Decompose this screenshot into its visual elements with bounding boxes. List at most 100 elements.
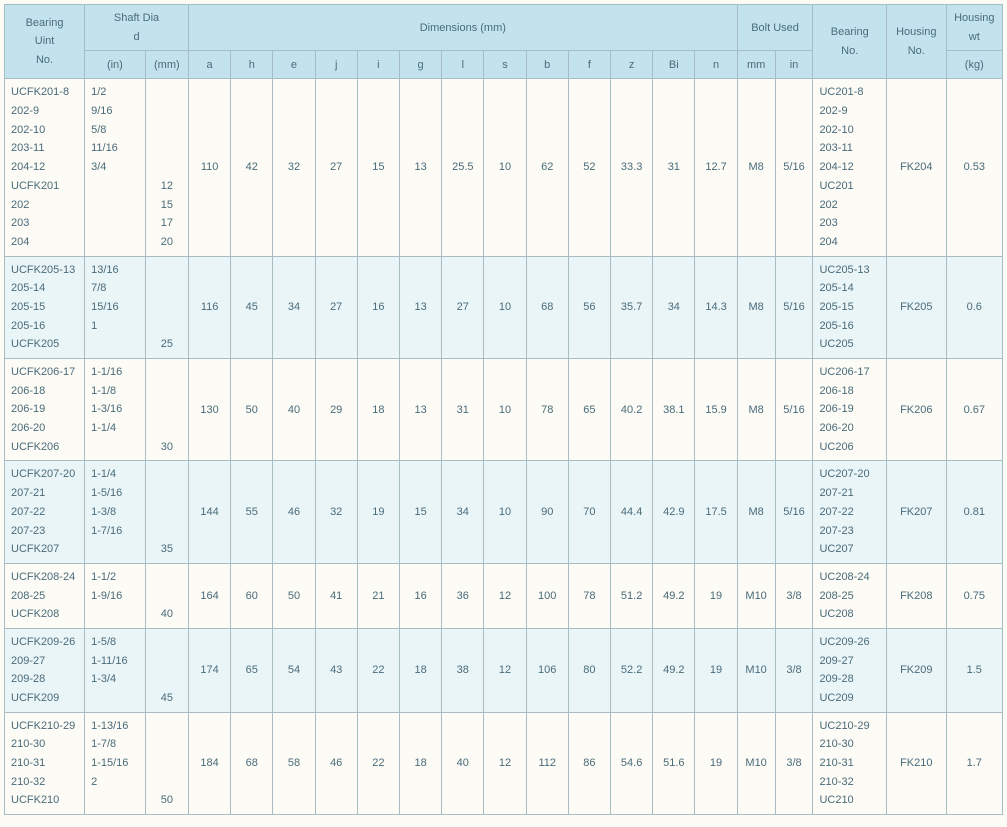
cell-dim-j: 46	[315, 712, 357, 814]
cell-dim-j: 29	[315, 359, 357, 461]
cell-housing-wt: 0.67	[946, 359, 1002, 461]
cell-dim-Bi: 49.2	[653, 563, 695, 628]
cell-dim-h: 50	[231, 359, 273, 461]
table-row: UCFK208-24208-25UCFK2081-1/21-9/16 40164…	[5, 563, 1003, 628]
table-row: UCFK209-26209-27209-28UCFK2091-5/81-11/1…	[5, 628, 1003, 712]
cell-shaft-mm: 30	[145, 359, 188, 461]
cell-dim-g: 18	[400, 628, 442, 712]
cell-housing-no: FK205	[887, 256, 947, 358]
cell-dim-s: 10	[484, 256, 526, 358]
cell-bearing-no: UC210-29210-30210-31210-32UC210	[813, 712, 887, 814]
cell-dim-z: 35.7	[611, 256, 653, 358]
cell-dim-g: 15	[400, 461, 442, 563]
cell-dim-j: 43	[315, 628, 357, 712]
hdr-dim-l: l	[442, 51, 484, 79]
cell-bolt-in: 5/16	[775, 79, 813, 256]
hdr-dim-b: b	[526, 51, 568, 79]
cell-bolt-mm: M10	[737, 712, 775, 814]
cell-shaft-mm: 35	[145, 461, 188, 563]
cell-dim-f: 65	[568, 359, 610, 461]
cell-dim-b: 78	[526, 359, 568, 461]
cell-dim-a: 184	[188, 712, 230, 814]
cell-bearing-unit: UCFK209-26209-27209-28UCFK209	[5, 628, 85, 712]
cell-dim-f: 86	[568, 712, 610, 814]
cell-dim-b: 68	[526, 256, 568, 358]
cell-dim-s: 10	[484, 461, 526, 563]
cell-dim-g: 13	[400, 359, 442, 461]
hdr-bearing-unit: Bearing Uint No.	[5, 5, 85, 79]
hdr-dim-e: e	[273, 51, 315, 79]
cell-dim-b: 90	[526, 461, 568, 563]
cell-bolt-mm: M8	[737, 461, 775, 563]
cell-dim-Bi: 34	[653, 256, 695, 358]
hdr-dim-n: n	[695, 51, 737, 79]
cell-dim-z: 51.2	[611, 563, 653, 628]
cell-dim-i: 22	[357, 628, 399, 712]
cell-housing-wt: 1.7	[946, 712, 1002, 814]
cell-bolt-mm: M10	[737, 628, 775, 712]
cell-housing-wt: 0.75	[946, 563, 1002, 628]
cell-dim-e: 34	[273, 256, 315, 358]
cell-dim-i: 21	[357, 563, 399, 628]
cell-dim-j: 41	[315, 563, 357, 628]
cell-bearing-unit: UCFK206-17206-18206-19206-20UCFK206	[5, 359, 85, 461]
cell-dim-g: 13	[400, 79, 442, 256]
cell-bearing-no: UC201-8202-9202-10203-11204-12UC20120220…	[813, 79, 887, 256]
cell-bearing-unit: UCFK201-8202-9202-10203-11204-12UCFK2012…	[5, 79, 85, 256]
cell-dim-l: 25.5	[442, 79, 484, 256]
hdr-housing-no: Housing No.	[887, 5, 947, 79]
cell-dim-j: 27	[315, 256, 357, 358]
cell-dim-Bi: 49.2	[653, 628, 695, 712]
cell-shaft-in: 1-5/81-11/161-3/4	[85, 628, 146, 712]
cell-bearing-no: UC206-17206-18206-19206-20UC206	[813, 359, 887, 461]
cell-dim-s: 12	[484, 712, 526, 814]
table-row: UCFK210-29210-30210-31210-32UCFK2101-13/…	[5, 712, 1003, 814]
cell-dim-l: 31	[442, 359, 484, 461]
cell-dim-f: 78	[568, 563, 610, 628]
cell-dim-l: 34	[442, 461, 484, 563]
cell-housing-wt: 0.53	[946, 79, 1002, 256]
cell-bolt-in: 5/16	[775, 256, 813, 358]
cell-dim-s: 10	[484, 359, 526, 461]
cell-bearing-unit: UCFK207-20207-21207-22207-23UCFK207	[5, 461, 85, 563]
cell-dim-n: 19	[695, 628, 737, 712]
cell-dim-s: 12	[484, 628, 526, 712]
table-row: UCFK201-8202-9202-10203-11204-12UCFK2012…	[5, 79, 1003, 256]
cell-dim-b: 106	[526, 628, 568, 712]
cell-bearing-unit: UCFK210-29210-30210-31210-32UCFK210	[5, 712, 85, 814]
cell-housing-no: FK208	[887, 563, 947, 628]
hdr-shaft-dia: Shaft Dia d	[85, 5, 189, 51]
cell-dim-l: 27	[442, 256, 484, 358]
cell-dim-h: 42	[231, 79, 273, 256]
cell-dim-h: 55	[231, 461, 273, 563]
cell-dim-i: 22	[357, 712, 399, 814]
cell-dim-e: 32	[273, 79, 315, 256]
cell-dim-j: 32	[315, 461, 357, 563]
cell-dim-f: 52	[568, 79, 610, 256]
cell-shaft-mm: 40	[145, 563, 188, 628]
cell-dim-l: 40	[442, 712, 484, 814]
cell-dim-s: 12	[484, 563, 526, 628]
hdr-dimensions: Dimensions (mm)	[188, 5, 737, 51]
cell-dim-n: 12.7	[695, 79, 737, 256]
cell-dim-g: 13	[400, 256, 442, 358]
cell-shaft-in: 13/167/815/161	[85, 256, 146, 358]
cell-dim-b: 100	[526, 563, 568, 628]
cell-dim-l: 36	[442, 563, 484, 628]
cell-dim-z: 52.2	[611, 628, 653, 712]
cell-dim-z: 54.6	[611, 712, 653, 814]
cell-dim-a: 130	[188, 359, 230, 461]
cell-bearing-no: UC207-20207-21207-22207-23UC207	[813, 461, 887, 563]
cell-dim-g: 16	[400, 563, 442, 628]
cell-dim-n: 19	[695, 712, 737, 814]
cell-dim-Bi: 42.9	[653, 461, 695, 563]
table-header: Bearing Uint No. Shaft Dia d Dimensions …	[5, 5, 1003, 79]
hdr-dim-i: i	[357, 51, 399, 79]
cell-dim-e: 46	[273, 461, 315, 563]
hdr-dim-bi: Bi	[653, 51, 695, 79]
hdr-dim-h: h	[231, 51, 273, 79]
hdr-mm: (mm)	[145, 51, 188, 79]
cell-dim-h: 60	[231, 563, 273, 628]
cell-dim-z: 40.2	[611, 359, 653, 461]
bearing-spec-table: Bearing Uint No. Shaft Dia d Dimensions …	[4, 4, 1003, 815]
